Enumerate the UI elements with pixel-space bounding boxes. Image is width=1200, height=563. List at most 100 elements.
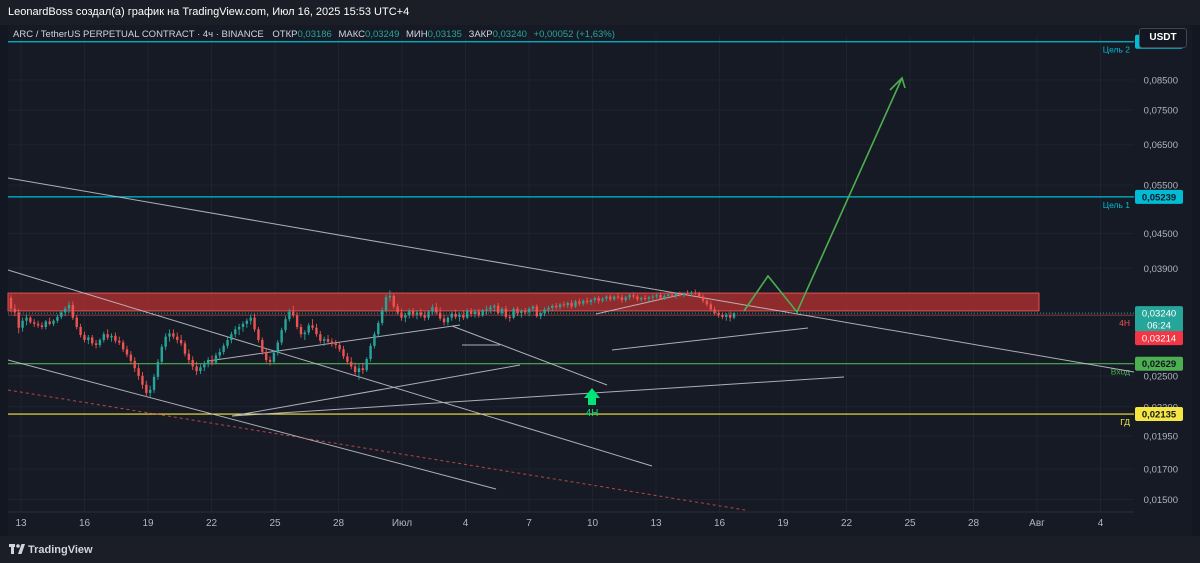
candle-body <box>121 342 125 350</box>
candle-body <box>400 312 403 318</box>
high-value: 0,03249 <box>365 29 400 40</box>
candle-body <box>462 314 465 318</box>
candle-body <box>435 307 438 313</box>
projected-path[interactable] <box>743 77 903 314</box>
signal-up-arrow-icon <box>584 388 600 405</box>
candle-body <box>512 308 515 318</box>
falling-wedge-top[interactable] <box>451 325 608 386</box>
candle-body <box>632 295 635 297</box>
candle-body <box>431 307 434 312</box>
candle-body <box>206 359 210 364</box>
candle-body <box>582 300 585 304</box>
rising-support-line[interactable] <box>231 376 845 417</box>
candle-body <box>624 297 627 301</box>
candle-body <box>322 339 326 341</box>
candle-body <box>234 329 237 335</box>
candle-body <box>230 334 233 340</box>
candle-body <box>118 340 121 343</box>
candle-body <box>268 359 272 362</box>
descending-channel-bottom[interactable] <box>7 359 497 490</box>
candle-body <box>419 312 423 316</box>
price-tick-label: 0,01950 <box>1144 431 1178 442</box>
candle-body <box>458 314 461 317</box>
candle-body <box>29 317 32 323</box>
candle-body <box>315 327 318 335</box>
time-axis[interactable] <box>8 512 1134 536</box>
time-tick-label: 10 <box>587 518 599 529</box>
candle-body <box>473 311 477 314</box>
candle-body <box>307 325 310 333</box>
candle-body <box>40 325 44 327</box>
candle-body <box>179 339 183 344</box>
author-bar: LeonardBoss создал(а) график на TradingV… <box>0 0 1200 25</box>
candle-body <box>98 339 102 346</box>
time-tick-label: 4 <box>1098 518 1104 529</box>
candle-body <box>71 305 75 318</box>
candle-body <box>361 368 365 371</box>
candle-body <box>280 330 283 343</box>
rising-wedge-bottom[interactable] <box>611 327 809 351</box>
candle-body <box>566 302 569 306</box>
time-tick-label: 22 <box>841 518 853 529</box>
candle-body <box>52 320 55 324</box>
candle-body <box>90 337 94 344</box>
candle-body <box>168 333 171 337</box>
last-price-value: 0,03240 <box>1142 309 1176 320</box>
symbol-name[interactable]: ARC / TetherUS PERPETUAL CONTRACT · 4ч ·… <box>13 29 264 40</box>
candle-body <box>261 339 264 352</box>
candle-body <box>500 308 504 314</box>
candle-body <box>504 308 508 317</box>
signal-marker[interactable]: 4H <box>584 388 600 419</box>
candle-body <box>605 296 608 299</box>
candle-body <box>713 309 716 314</box>
horizontal-levels: Цель 2 Цель 1 Вход ГД 4H <box>8 41 1134 427</box>
time-tick-label: 16 <box>79 518 91 529</box>
candle-body <box>48 321 51 324</box>
candle-body <box>334 343 337 346</box>
candle-body <box>628 295 631 298</box>
descending-channel-top[interactable] <box>7 269 653 467</box>
candle-body <box>612 296 616 300</box>
candle-body <box>210 359 214 363</box>
price-tick-label: 0,02500 <box>1144 371 1178 382</box>
candle-body <box>516 308 519 314</box>
time-tick-label: 4 <box>463 518 469 529</box>
candle-body <box>102 334 105 340</box>
level-price-badge <box>1135 356 1183 371</box>
currency-button[interactable]: USDT <box>1139 28 1187 48</box>
time-tick-label: 13 <box>650 518 662 529</box>
candle-body <box>574 301 577 307</box>
candle-body <box>156 361 160 377</box>
candle-body <box>423 315 426 318</box>
candle-body <box>32 322 36 324</box>
candle-body <box>164 336 167 347</box>
candle-body <box>60 312 63 317</box>
trend-lines[interactable] <box>7 177 1135 490</box>
rising-wedge-top[interactable] <box>595 293 685 315</box>
candle-body <box>191 359 194 367</box>
resistance-zone[interactable] <box>7 292 1040 312</box>
candle-body <box>640 297 643 300</box>
candle-body <box>195 366 198 372</box>
candle-body <box>249 317 252 321</box>
ascending-channel-top[interactable] <box>207 324 461 362</box>
price-axis[interactable] <box>1134 25 1192 536</box>
level-price-badge <box>1135 407 1183 422</box>
ascending-channel-bottom[interactable] <box>231 364 521 417</box>
time-tick-label: 28 <box>333 518 345 529</box>
candle-body <box>659 295 662 299</box>
low-label: МИН <box>406 29 428 40</box>
candle-body <box>558 304 562 308</box>
descending-trendline-upper[interactable] <box>7 177 1135 373</box>
candle-body <box>326 339 330 342</box>
descending-dashed-line[interactable] <box>7 389 746 511</box>
candle-body <box>404 315 407 318</box>
candle-body <box>21 320 24 328</box>
open-value: 0,03186 <box>297 29 332 40</box>
prev-level-badge-text: 0,03214 <box>1142 334 1176 345</box>
candle-body <box>357 368 361 373</box>
candle-body <box>94 343 98 346</box>
candle-body <box>446 317 450 323</box>
